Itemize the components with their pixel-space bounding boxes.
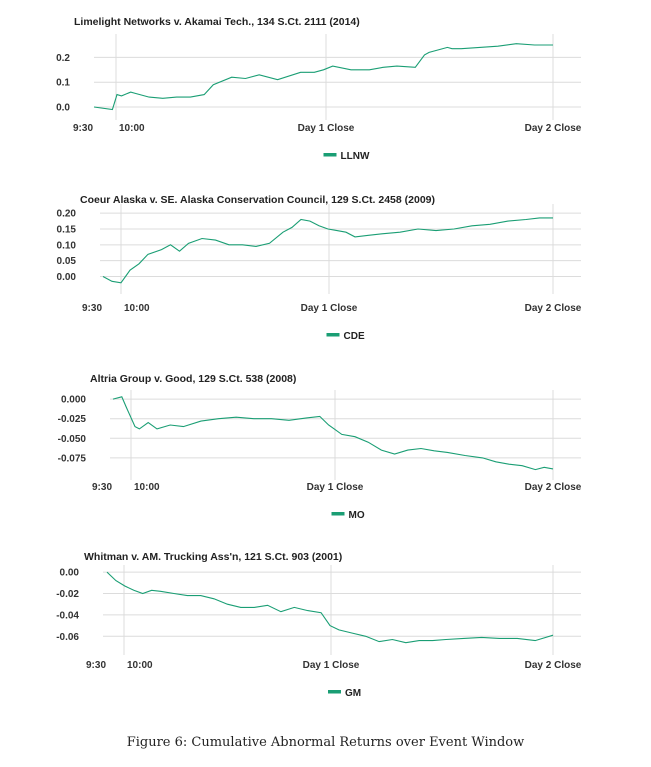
chart-title: Whitman v. AM. Trucking Ass'n, 121 S.Ct.…	[84, 551, 342, 563]
x-tick-label: Day 2 Close	[525, 123, 582, 134]
chart-title: Coeur Alaska v. SE. Alaska Conservation …	[80, 194, 435, 206]
x-tick-label: 10:00	[119, 123, 145, 134]
y-tick-label: 0.05	[57, 256, 77, 267]
x-tick-label: Day 1 Close	[303, 660, 360, 671]
chart-title: Limelight Networks v. Akamai Tech., 134 …	[74, 16, 360, 28]
y-tick-label: -0.050	[58, 434, 87, 445]
x-tick-label: 9:30	[92, 482, 112, 493]
x-tick-label: Day 1 Close	[301, 303, 358, 314]
x-tick-label: 10:00	[127, 660, 153, 671]
legend-label: LLNW	[341, 151, 370, 162]
x-tick-label: 10:00	[134, 482, 160, 493]
series-line-gm	[106, 571, 554, 644]
y-tick-label: 0.1	[56, 78, 70, 89]
y-tick-label: 0.0	[56, 103, 70, 114]
y-tick-label: 0.20	[57, 209, 77, 220]
y-tick-label: 0.00	[60, 568, 80, 579]
y-tick-label: 0.2	[56, 53, 70, 64]
chart-panel-3: Altria Group v. Good, 129 S.Ct. 538 (200…	[58, 373, 582, 521]
chart-panel-4: Whitman v. AM. Trucking Ass'n, 121 S.Ct.…	[56, 551, 582, 699]
y-tick-label: -0.075	[58, 453, 87, 464]
y-tick-label: 0.00	[57, 272, 77, 283]
x-tick-label: Day 2 Close	[525, 482, 582, 493]
x-tick-label: 9:30	[82, 303, 102, 314]
legend-label: GM	[345, 688, 361, 699]
y-tick-label: 0.000	[61, 395, 86, 406]
series-line-mo	[112, 396, 554, 471]
x-tick-label: Day 1 Close	[298, 123, 355, 134]
x-tick-label: Day 2 Close	[525, 660, 582, 671]
legend-label: CDE	[344, 331, 365, 342]
y-tick-label: -0.02	[56, 589, 79, 600]
legend-swatch	[326, 333, 340, 337]
x-tick-label: Day 2 Close	[525, 303, 582, 314]
y-tick-label: -0.06	[56, 632, 79, 643]
y-tick-label: -0.04	[56, 610, 79, 621]
y-tick-label: 0.15	[57, 225, 77, 236]
legend-swatch	[323, 153, 337, 157]
x-tick-label: Day 1 Close	[307, 482, 364, 493]
series-line-llnw	[93, 43, 553, 111]
legend-swatch	[331, 512, 345, 516]
legend-swatch	[328, 690, 341, 694]
figure-caption: Figure 6: Cumulative Abnormal Returns ov…	[126, 735, 525, 750]
legend-label: MO	[349, 510, 365, 521]
chart-title: Altria Group v. Good, 129 S.Ct. 538 (200…	[90, 373, 296, 385]
y-tick-label: 0.10	[57, 240, 77, 251]
chart-panel-2: Coeur Alaska v. SE. Alaska Conservation …	[57, 194, 582, 342]
y-tick-label: -0.025	[58, 414, 87, 425]
x-tick-label: 10:00	[124, 303, 150, 314]
series-line-cde	[102, 217, 553, 284]
x-tick-label: 9:30	[86, 660, 106, 671]
x-tick-label: 9:30	[73, 123, 93, 134]
chart-panel-1: Limelight Networks v. Akamai Tech., 134 …	[56, 16, 582, 162]
